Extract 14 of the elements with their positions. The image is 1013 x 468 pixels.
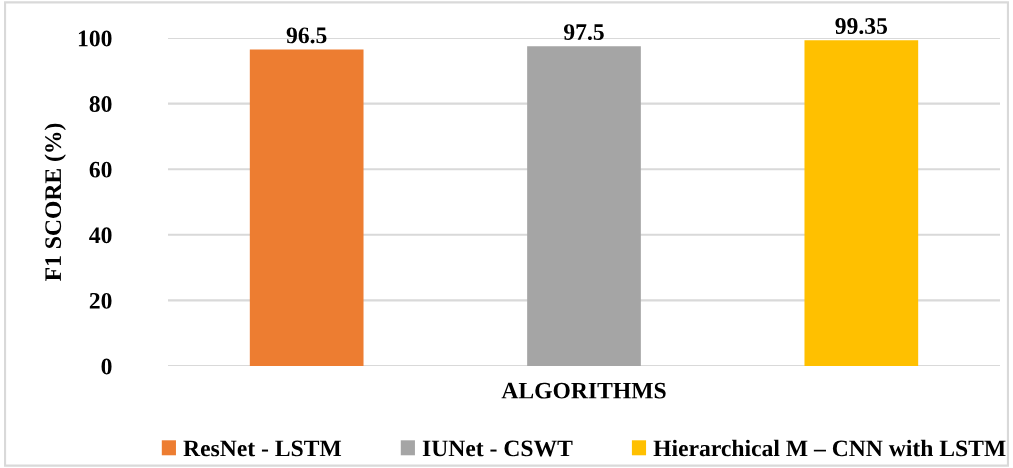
- legend-label: IUNet - CSWT: [422, 440, 573, 457]
- y-tick-label: 0: [101, 358, 112, 375]
- x-axis-title: ALGORITHMS: [501, 382, 666, 399]
- y-axis-title: F1 SCORE (%): [44, 123, 66, 281]
- legend-label: ResNet - LSTM: [183, 440, 342, 457]
- y-tick-label: 60: [89, 161, 112, 178]
- y-tick-label: 100: [78, 30, 112, 47]
- y-tick-label: 80: [89, 96, 112, 113]
- data-label: 99.35: [835, 18, 888, 35]
- data-label: 97.5: [563, 24, 604, 41]
- legend-label: Hierarchical M – CNN with LSTM: [653, 439, 1006, 457]
- y-tick-label: 40: [89, 227, 112, 244]
- y-tick-label: 20: [89, 292, 112, 309]
- data-label: 96.5: [286, 27, 327, 44]
